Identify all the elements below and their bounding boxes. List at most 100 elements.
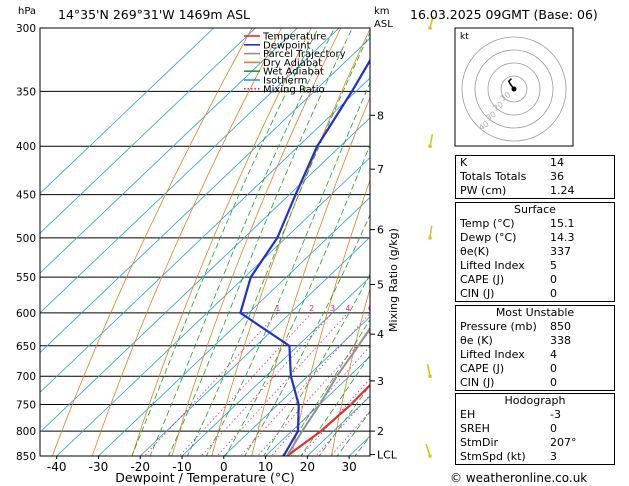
isotherm-line	[40, 37, 370, 354]
isotherm-line	[40, 117, 370, 433]
isotherm-line	[223, 316, 370, 456]
temperature-tick-label: -10	[172, 460, 192, 474]
wet-adiabat-line	[300, 354, 370, 456]
pressure-tick-label: 750	[16, 400, 36, 412]
hodograph-ring	[500, 75, 528, 103]
height-tick-label: 7	[377, 163, 384, 176]
chart-location-title: 14°35'N 269°31'W 1469m ASL	[58, 7, 250, 22]
hodograph-row: SREH 0	[460, 422, 557, 435]
mixing-ratio-label: 3	[330, 304, 335, 313]
pressure-tick-label: 400	[16, 141, 36, 153]
hodograph-trace	[507, 78, 515, 90]
temperature-tick-label: 30	[341, 460, 356, 474]
most-unstable-row: Lifted Index 4	[460, 348, 557, 361]
surface-row: θe(K) 337	[460, 245, 571, 258]
temperature-tick-label: 0	[220, 460, 228, 474]
wind-barb-base	[428, 26, 432, 30]
height-tick-label: 6	[377, 224, 384, 237]
most-unstable-row: θe (K) 338	[460, 334, 571, 347]
surface-row: Temp (°C) 15.1	[460, 217, 575, 230]
wind-barb	[425, 443, 431, 457]
pressure-tick-label: 700	[16, 371, 36, 383]
hodograph-ring	[474, 49, 554, 129]
mixing-ratio-line	[216, 312, 349, 456]
chart-datetime: 16.03.2025 09GMT (Base: 06)	[410, 7, 598, 22]
height-tick-label: 5	[377, 279, 384, 292]
wind-barb-base	[428, 144, 432, 149]
temperature-tick-label: 20	[300, 460, 315, 474]
dry-adiabat-line	[51, 28, 253, 456]
most-unstable-row: CIN (J) 0	[460, 376, 557, 389]
wind-barb-base	[428, 454, 432, 458]
wind-barb-base	[428, 374, 432, 379]
series-parcel-trajectory	[286, 326, 370, 456]
wet-adiabat-line	[131, 28, 319, 456]
height-unit-top: km	[374, 6, 390, 17]
mixing-ratio-line	[178, 312, 312, 456]
surface-title: Surface	[514, 203, 556, 216]
wind-barb	[429, 15, 434, 29]
height-tick-label: 3	[377, 375, 384, 388]
pressure-unit-label: hPa	[18, 6, 36, 17]
surface-row: Lifted Index 5	[460, 259, 557, 272]
isotherm-line	[264, 355, 370, 456]
temperature-tick-label: 10	[258, 460, 273, 474]
isotherm-line	[56, 157, 370, 456]
hodograph-row: EH -3	[460, 408, 561, 421]
y-axis-label-right: Mixing Ratio (g/kg)	[387, 228, 400, 332]
wet-adiabat-line	[244, 213, 370, 456]
mixing-ratio-line	[270, 345, 370, 456]
mixing-ratio-label: 20	[438, 304, 448, 313]
pressure-tick-label: 350	[16, 86, 36, 98]
height-tick-label: 2	[377, 425, 384, 438]
indices-row: PW (cm) 1.24	[460, 184, 575, 197]
legend-entry: Temperature	[262, 32, 326, 43]
isotherm-line	[40, 28, 215, 194]
temperature-tick-label: -40	[47, 460, 67, 474]
mixing-ratio-label: 1	[275, 304, 280, 313]
hodograph-center-dot	[511, 86, 517, 92]
most-unstable-row: CAPE (J) 0	[460, 362, 557, 375]
mixing-ratio-line	[330, 410, 370, 456]
wind-barb	[426, 364, 431, 377]
most-unstable-title: Most Unstable	[495, 306, 575, 319]
isotherm-line	[181, 276, 370, 456]
legend-entry: Dry Adiabat	[263, 58, 322, 69]
isotherm-line	[40, 28, 257, 234]
hodograph-unit-label: kt	[460, 32, 469, 42]
wet-adiabat-line	[281, 318, 370, 456]
surface-row: CIN (J) 0	[460, 287, 557, 300]
dry-adiabat-line	[251, 96, 370, 456]
wet-adiabat-line	[205, 81, 370, 456]
legend-entry: Isotherm	[263, 76, 307, 87]
mixing-ratio-line	[315, 394, 370, 456]
height-unit-bottom: ASL	[374, 19, 393, 30]
dry-adiabat-line	[91, 28, 283, 456]
plot-frame	[39, 27, 371, 457]
isotherm-line	[97, 196, 370, 456]
dry-adiabat-line	[171, 28, 342, 456]
dry-adiabat-line	[211, 28, 370, 456]
legend-entry: Mixing Ratio	[263, 84, 325, 95]
hodograph-row: StmSpd (kt) 3	[460, 450, 557, 463]
most-unstable-row: Pressure (mb) 850	[460, 320, 571, 333]
mixing-ratio-line	[239, 312, 370, 456]
wet-adiabat-line	[263, 273, 370, 456]
mixing-ratio-line	[143, 312, 279, 456]
pressure-tick-label: 450	[16, 190, 36, 202]
hodograph-ring	[461, 36, 567, 142]
indices-row: Totals Totals 36	[460, 170, 564, 183]
mixing-ratio-label: 4	[345, 304, 350, 313]
pressure-tick-label: 650	[16, 341, 36, 353]
hodograph-ring	[487, 62, 541, 116]
hodograph-title: Hodograph	[504, 394, 566, 407]
hodograph-table: Hodograph EH -3 SREH 0 StmDir 207° StmSpd (…	[455, 393, 615, 465]
temperature-tick-label: -20	[130, 460, 150, 474]
wet-adiabat-line	[149, 28, 335, 456]
temperature-tick-label: -30	[89, 460, 109, 474]
legend-entry: Wet Adiabat	[263, 67, 324, 78]
wind-barb-base	[428, 236, 432, 240]
legend-entry: Dewpoint	[263, 40, 311, 51]
